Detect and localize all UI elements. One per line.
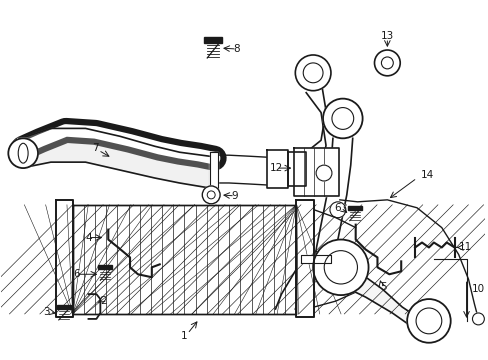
Circle shape <box>323 99 362 138</box>
Text: 6: 6 <box>334 203 341 213</box>
Polygon shape <box>210 152 218 188</box>
Polygon shape <box>301 255 330 264</box>
Circle shape <box>8 138 38 168</box>
Polygon shape <box>288 152 305 186</box>
Polygon shape <box>17 138 27 168</box>
Circle shape <box>315 165 331 181</box>
Polygon shape <box>57 305 71 309</box>
Text: 9: 9 <box>231 191 238 201</box>
Circle shape <box>312 239 368 295</box>
Circle shape <box>202 186 220 204</box>
Text: 14: 14 <box>420 170 433 180</box>
Text: 4: 4 <box>85 233 92 243</box>
Circle shape <box>471 313 483 325</box>
Text: 8: 8 <box>233 44 240 54</box>
Polygon shape <box>266 150 288 188</box>
Text: 3: 3 <box>43 307 50 317</box>
Polygon shape <box>294 148 338 196</box>
Polygon shape <box>204 37 222 43</box>
Text: 7: 7 <box>92 143 99 153</box>
Text: 5: 5 <box>379 282 386 292</box>
Polygon shape <box>73 205 296 314</box>
Text: 11: 11 <box>458 243 471 252</box>
Polygon shape <box>347 206 361 210</box>
Polygon shape <box>56 200 73 317</box>
Polygon shape <box>296 200 313 317</box>
Circle shape <box>407 299 450 343</box>
Text: 6: 6 <box>73 269 80 279</box>
Polygon shape <box>98 265 112 269</box>
Text: 13: 13 <box>380 31 393 41</box>
Circle shape <box>295 55 330 91</box>
Text: 10: 10 <box>470 284 484 294</box>
Text: 2: 2 <box>100 296 107 306</box>
Polygon shape <box>21 129 209 188</box>
Circle shape <box>329 202 345 218</box>
Text: 1: 1 <box>181 331 187 341</box>
Circle shape <box>374 50 399 76</box>
Text: 12: 12 <box>269 163 283 173</box>
Polygon shape <box>307 247 426 334</box>
